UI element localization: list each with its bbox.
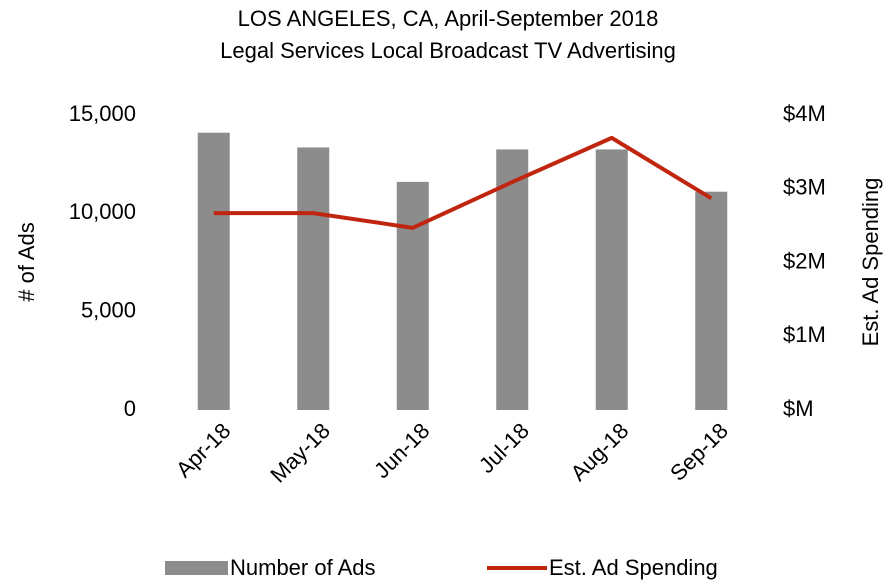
x-tick-label: Jun-18 bbox=[369, 418, 434, 483]
x-tick-label: May-18 bbox=[265, 418, 335, 488]
y-tick-label: 5,000 bbox=[81, 297, 136, 322]
bar bbox=[695, 191, 728, 410]
legend-label: Number of Ads bbox=[230, 555, 376, 580]
legend-label: Est. Ad Spending bbox=[549, 555, 718, 580]
y2-tick-label: $4M bbox=[783, 101, 826, 126]
bar bbox=[496, 149, 529, 410]
x-tick-label: Aug-18 bbox=[566, 418, 634, 486]
bar bbox=[197, 132, 230, 410]
y-tick-label: 10,000 bbox=[69, 199, 136, 224]
y-tick-label: 15,000 bbox=[69, 101, 136, 126]
x-tick-label: Jul-18 bbox=[474, 418, 534, 478]
y2-tick-label: $2M bbox=[783, 248, 826, 273]
bar bbox=[595, 149, 628, 410]
legend-swatch bbox=[165, 561, 228, 575]
y2-tick-label: $M bbox=[783, 396, 814, 421]
y2-tick-label: $1M bbox=[783, 322, 826, 347]
bar bbox=[297, 147, 330, 410]
y2-axis-title: Est. Ad Spending bbox=[858, 178, 883, 347]
x-tick-label: Apr-18 bbox=[171, 418, 235, 482]
y-axis-title: # of Ads bbox=[14, 222, 39, 302]
line-series bbox=[213, 135, 713, 230]
x-tick-label: Sep-18 bbox=[665, 418, 733, 486]
chart-subtitle: Legal Services Local Broadcast TV Advert… bbox=[220, 38, 676, 63]
bar bbox=[396, 181, 429, 410]
chart-title: LOS ANGELES, CA, April-September 2018 bbox=[238, 6, 659, 31]
y-tick-label: 0 bbox=[124, 396, 136, 421]
y2-tick-label: $3M bbox=[783, 175, 826, 200]
